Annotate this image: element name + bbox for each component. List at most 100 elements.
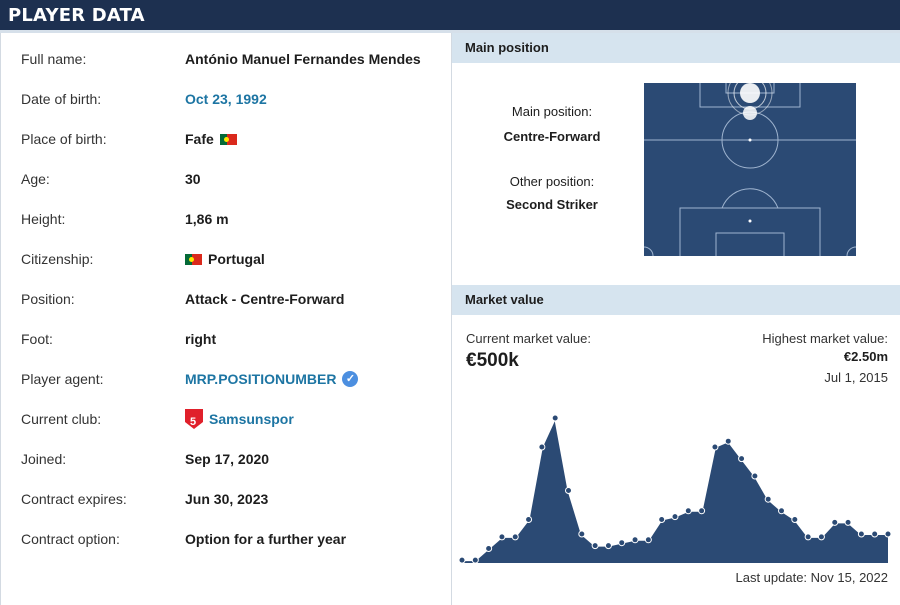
full-name-label: Full name: (21, 51, 87, 67)
chart-point[interactable] (485, 545, 493, 552)
pitch-lines (644, 83, 856, 256)
chart-point[interactable] (644, 536, 652, 544)
row-contract-option: Contract option: Option for a further ye… (21, 527, 441, 551)
player-data-panel: Full name: António Manuel Fernandes Mend… (0, 33, 452, 605)
date-of-birth-link[interactable]: Oct 23, 1992 (185, 91, 267, 107)
citizenship-text: Portugal (208, 251, 265, 267)
foot-value: right (185, 331, 217, 347)
main-position-heading: Main position (452, 33, 900, 63)
citizenship-label: Citizenship: (21, 251, 94, 267)
portugal-flag-icon (219, 133, 237, 145)
chart-point[interactable] (684, 507, 692, 515)
row-player-agent: Player agent: MRP.POSITIONUMBER ✓ (21, 367, 441, 391)
header-bar: PLAYER DATA (0, 0, 900, 33)
current-club-link[interactable]: Samsunspor (209, 411, 294, 427)
chart-point[interactable] (565, 487, 572, 494)
chart-point[interactable] (791, 516, 799, 523)
chart-point[interactable] (844, 518, 852, 526)
verified-check-icon: ✓ (342, 371, 359, 387)
chart-point[interactable] (831, 518, 839, 526)
chart-point[interactable] (804, 533, 812, 541)
row-place-of-birth: Place of birth: Fafe (21, 127, 441, 151)
chart-point[interactable] (618, 539, 626, 547)
current-club-label: Current club: (21, 411, 102, 427)
row-citizenship: Citizenship: Portugal (21, 247, 441, 271)
chart-point[interactable] (631, 536, 639, 544)
main-position-label: Main position: (511, 104, 593, 119)
chart-point[interactable] (817, 533, 825, 541)
market-value-heading: Market value (452, 285, 900, 315)
joined-value: Sep 17, 2020 (185, 451, 270, 467)
position-pitch (644, 83, 856, 256)
row-contract-expires: Contract expires: Jun 30, 2023 (21, 487, 441, 511)
chart-point[interactable] (857, 530, 865, 538)
row-age: Age: 30 (21, 167, 441, 191)
position-label: Position: (21, 291, 75, 307)
other-position-label: Other position: (509, 174, 595, 189)
club-crest-icon[interactable] (185, 409, 203, 429)
height-label: Height: (21, 211, 66, 227)
chart-point[interactable] (738, 455, 746, 463)
chart-point[interactable] (458, 556, 466, 564)
age-value: 30 (185, 171, 201, 187)
row-date-of-birth: Date of birth: Oct 23, 1992 (21, 87, 441, 111)
chart-point[interactable] (538, 443, 546, 451)
market-value-chart[interactable] (452, 413, 900, 573)
row-position: Position: Attack - Centre-Forward (21, 287, 441, 311)
citizenship-value: Portugal (185, 247, 265, 271)
place-of-birth-label: Place of birth: (21, 131, 107, 147)
place-of-birth-text: Fafe (185, 131, 214, 147)
row-height: Height: 1,86 m (21, 207, 441, 231)
chart-point[interactable] (591, 542, 599, 550)
place-of-birth-value: Fafe (185, 127, 237, 151)
highest-market-value: €2.50m (843, 349, 888, 364)
chart-point[interactable] (884, 530, 892, 538)
chart-point[interactable] (778, 507, 785, 515)
chart-point[interactable] (551, 414, 559, 422)
right-column: Main position Main position: Centre-Forw… (452, 33, 900, 605)
position-heat-marker (727, 83, 773, 120)
row-foot: Foot: right (21, 327, 441, 351)
chart-point[interactable] (871, 530, 879, 538)
full-name-value: António Manuel Fernandes Mendes (185, 51, 421, 67)
contract-option-label: Contract option: (21, 531, 120, 547)
chart-point[interactable] (471, 556, 479, 564)
chart-area (462, 418, 888, 563)
player-agent-label: Player agent: (21, 371, 104, 387)
chart-point[interactable] (604, 542, 612, 550)
other-position-value: Second Striker (506, 197, 598, 212)
date-of-birth-label: Date of birth: (21, 91, 102, 107)
foot-label: Foot: (21, 331, 53, 347)
chart-point[interactable] (751, 472, 759, 480)
row-full-name: Full name: António Manuel Fernandes Mend… (21, 47, 441, 71)
current-market-value-label: Current market value: (466, 331, 591, 346)
contract-option-value: Option for a further year (185, 531, 347, 547)
highest-market-value-date: Jul 1, 2015 (824, 370, 888, 385)
current-club-value: Samsunspor (185, 407, 294, 431)
page-title: PLAYER DATA (8, 5, 145, 26)
player-agent-link[interactable]: MRP.POSITIONUMBER (185, 371, 337, 387)
contract-expires-label: Contract expires: (21, 491, 127, 507)
chart-point[interactable] (498, 533, 506, 541)
joined-label: Joined: (21, 451, 67, 467)
chart-point[interactable] (698, 507, 706, 515)
contract-expires-value: Jun 30, 2023 (185, 491, 269, 507)
last-update-text: Last update: Nov 15, 2022 (735, 570, 888, 585)
row-joined: Joined: Sep 17, 2020 (21, 447, 441, 471)
height-value: 1,86 m (185, 211, 229, 227)
chart-point[interactable] (525, 516, 533, 523)
position-value: Attack - Centre-Forward (185, 291, 345, 307)
chart-point[interactable] (724, 437, 732, 445)
highest-market-value-label: Highest market value: (762, 331, 888, 346)
portugal-flag-icon (185, 253, 202, 265)
player-agent-value: MRP.POSITIONUMBER ✓ (185, 367, 359, 391)
chart-point[interactable] (671, 513, 679, 521)
age-label: Age: (21, 171, 50, 187)
chart-point[interactable] (511, 533, 519, 541)
chart-point[interactable] (578, 530, 586, 538)
row-current-club: Current club: Samsunspor (21, 407, 441, 431)
chart-point[interactable] (764, 495, 772, 503)
current-market-value: €500k (466, 350, 519, 371)
chart-point[interactable] (711, 443, 719, 451)
chart-point[interactable] (658, 516, 666, 523)
